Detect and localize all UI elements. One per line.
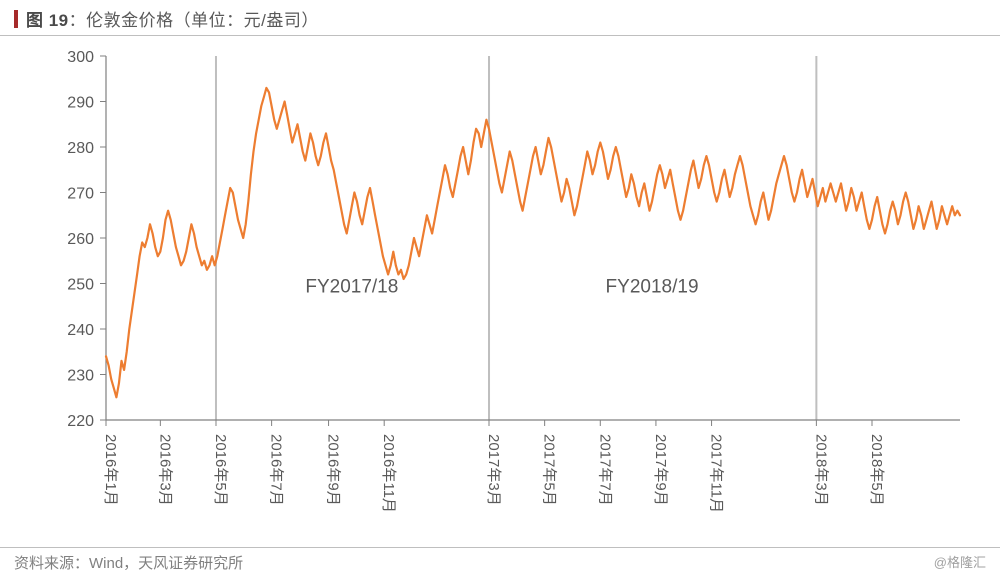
chart-title-bar: 图 19：伦敦金价格（单位：元/盎司）: [0, 0, 1000, 36]
annotation-label: FY2017/18: [305, 277, 398, 298]
y-tick-label: 220: [67, 413, 94, 430]
watermark: @格隆汇: [934, 552, 986, 573]
chart-area: 220 230 240 250 260 270 280 290 300 2016年1月 2016年3…: [20, 40, 980, 530]
x-tick-label: 2016年7月: [268, 434, 285, 506]
figure-title-rest: ：伦敦金价格（单位：元/盎司）: [69, 11, 319, 30]
title-accent: [14, 10, 18, 28]
y-tick-label: 230: [67, 368, 94, 385]
source-bar: 资料来源：Wind，天风证券研究所 @格隆汇: [0, 547, 1000, 579]
chart-svg: 220 230 240 250 260 270 280 290 300 2016年1月 2016年3…: [20, 40, 980, 530]
y-tick-label: 250: [67, 277, 94, 294]
figure-number: 图 19: [26, 11, 69, 30]
annotation-label: FY2018/19: [606, 277, 699, 298]
y-tick-label: 240: [67, 322, 94, 339]
x-tick-label: 2017年5月: [541, 434, 558, 506]
x-tick-label: 2017年11月: [708, 434, 725, 513]
y-tick-label: 300: [67, 49, 94, 66]
chart-title: 图 19：伦敦金价格（单位：元/盎司）: [26, 6, 319, 31]
x-tick-label: 2016年5月: [212, 434, 229, 506]
x-tick-label: 2018年3月: [812, 434, 829, 506]
x-tick-label: 2017年7月: [596, 434, 613, 506]
y-tick-label: 270: [67, 186, 94, 203]
x-tick-label: 2017年9月: [652, 434, 669, 506]
x-tick-label: 2016年11月: [380, 434, 397, 513]
y-tick-label: 280: [67, 140, 94, 157]
x-tick-label: 2016年9月: [325, 434, 342, 506]
y-tick-label: 260: [67, 231, 94, 248]
figure-container: 图 19：伦敦金价格（单位：元/盎司） 220 230 240 250 260 270 28…: [0, 0, 1000, 579]
x-tick-label: 2016年1月: [102, 434, 119, 506]
x-tick-label: 2017年3月: [485, 434, 502, 506]
source-text: 资料来源：Wind，天风证券研究所: [14, 552, 243, 573]
y-tick-label: 290: [67, 95, 94, 112]
x-tick-label: 2016年3月: [156, 434, 173, 506]
x-tick-label: 2018年5月: [868, 434, 885, 506]
price-line: [106, 88, 960, 397]
